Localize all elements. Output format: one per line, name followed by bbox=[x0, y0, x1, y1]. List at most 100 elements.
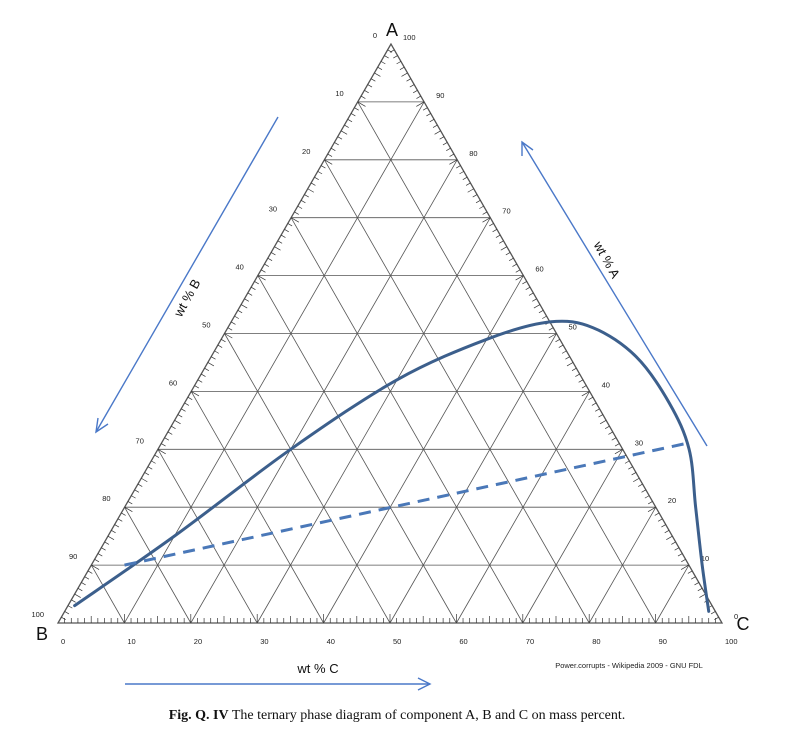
tick-left-3 bbox=[67, 605, 73, 609]
grid-line-c-50 bbox=[389, 333, 557, 624]
tick-right-28 bbox=[479, 205, 484, 209]
tick-right-10 bbox=[416, 101, 425, 107]
tick-label-c-40: 40 bbox=[327, 637, 335, 646]
caption-label: Fig. Q. IV bbox=[168, 708, 229, 723]
tick-left-42 bbox=[197, 379, 203, 383]
tick-left-17 bbox=[114, 524, 120, 528]
credit-text: Power.corrupts - Wikipedia 2009 - GNU FD… bbox=[555, 661, 703, 670]
tick-left-75 bbox=[307, 188, 314, 193]
tick-left-94 bbox=[370, 78, 376, 82]
tick-right-24 bbox=[465, 182, 471, 186]
tick-left-91 bbox=[360, 95, 366, 99]
tick-left-70 bbox=[290, 217, 300, 223]
tick-left-43 bbox=[201, 373, 206, 377]
wt-c-arrow bbox=[125, 677, 432, 691]
tick-right-70 bbox=[614, 448, 623, 455]
grid-lines bbox=[56, 42, 724, 624]
tick-left-74 bbox=[304, 194, 309, 198]
tick-right-29 bbox=[482, 211, 488, 215]
tick-left-71 bbox=[294, 211, 299, 215]
tick-left-35 bbox=[174, 420, 181, 425]
tick-right-76 bbox=[638, 483, 643, 487]
tick-right-6 bbox=[406, 78, 412, 82]
tick-right-46 bbox=[538, 310, 544, 314]
tick-left-63 bbox=[267, 257, 273, 262]
grid-line-c-70 bbox=[522, 449, 624, 624]
tick-left-92 bbox=[364, 90, 369, 94]
tick-right-75 bbox=[633, 477, 640, 483]
tick-right-99 bbox=[714, 616, 719, 621]
tick-left-38 bbox=[184, 402, 190, 406]
tick-label-b-60: 60 bbox=[169, 378, 177, 387]
tick-right-58 bbox=[578, 379, 584, 383]
tick-left-13 bbox=[101, 547, 106, 551]
grid-line-b-30 bbox=[290, 217, 524, 624]
axis-ticks bbox=[61, 49, 719, 623]
figure-caption: Fig. Q. IV The ternary phase diagram of … bbox=[0, 708, 794, 724]
tick-left-93 bbox=[367, 84, 373, 88]
tick-right-64 bbox=[598, 414, 604, 418]
tick-right-42 bbox=[525, 286, 531, 290]
tick-right-23 bbox=[462, 176, 468, 180]
tick-right-25 bbox=[467, 188, 474, 193]
tick-label-a-40: 40 bbox=[602, 380, 610, 389]
tick-left-48 bbox=[217, 344, 223, 348]
tick-right-14 bbox=[432, 124, 438, 128]
tick-right-31 bbox=[489, 223, 494, 227]
tick-right-77 bbox=[641, 489, 647, 493]
tick-left-85 bbox=[340, 130, 348, 135]
tick-label-a-70: 70 bbox=[502, 207, 510, 216]
tick-labels: 0 0 0 10 10 10 20 20 20 30 30 30 40 40 40 50 50 50 60 60 60 7… bbox=[31, 31, 738, 646]
tick-left-66 bbox=[277, 240, 283, 244]
tick-right-41 bbox=[522, 281, 527, 285]
tick-left-52 bbox=[230, 321, 236, 325]
phase-boundary-layer bbox=[73, 319, 711, 613]
tick-right-82 bbox=[657, 518, 663, 522]
tick-left-86 bbox=[344, 124, 349, 128]
tick-label-a-50: 50 bbox=[569, 323, 577, 332]
tick-right-19 bbox=[449, 153, 455, 157]
tick-label-b-80: 80 bbox=[102, 494, 110, 503]
tick-left-69 bbox=[287, 223, 293, 227]
tick-right-87 bbox=[674, 547, 680, 551]
tick-left-97 bbox=[380, 61, 386, 65]
tick-right-74 bbox=[631, 472, 637, 476]
tick-right-94 bbox=[697, 587, 703, 592]
tick-label-c-50: 50 bbox=[393, 637, 401, 646]
tick-right-84 bbox=[664, 530, 670, 534]
tick-left-46 bbox=[211, 356, 216, 360]
tick-right-38 bbox=[512, 263, 517, 267]
tick-right-52 bbox=[558, 344, 564, 348]
tick-left-29 bbox=[154, 454, 160, 458]
tick-label-c-90: 90 bbox=[659, 637, 667, 646]
tick-right-81 bbox=[654, 512, 660, 516]
tick-right-16 bbox=[439, 136, 445, 140]
tick-left-77 bbox=[314, 176, 319, 180]
tick-label-a-90: 90 bbox=[436, 91, 444, 100]
tick-right-60 bbox=[581, 391, 590, 397]
tick-right-13 bbox=[429, 118, 435, 123]
tick-right-51 bbox=[555, 338, 560, 343]
tick-right-92 bbox=[691, 576, 696, 580]
tick-right-49 bbox=[548, 327, 554, 331]
tick-left-68 bbox=[284, 228, 289, 233]
tick-right-7 bbox=[409, 84, 415, 88]
tick-right-78 bbox=[644, 495, 650, 499]
tick-label-c-0: 0 bbox=[61, 637, 65, 646]
tick-left-83 bbox=[334, 142, 339, 146]
tick-right-68 bbox=[611, 437, 617, 441]
grid-line-b-90 bbox=[90, 564, 125, 624]
tick-right-56 bbox=[571, 367, 577, 372]
tick-left-79 bbox=[320, 165, 326, 169]
tick-right-44 bbox=[532, 298, 537, 302]
tick-left-44 bbox=[204, 367, 210, 372]
tick-left-10 bbox=[91, 564, 100, 570]
tick-right-89 bbox=[681, 559, 686, 563]
tick-left-30 bbox=[157, 448, 166, 455]
tick-right-57 bbox=[575, 373, 580, 377]
tick-label-a-100: 100 bbox=[403, 33, 416, 42]
tick-right-8 bbox=[412, 90, 418, 94]
tick-label-c-70: 70 bbox=[526, 637, 534, 646]
tick-right-5 bbox=[401, 72, 408, 77]
tick-left-14 bbox=[104, 541, 110, 545]
